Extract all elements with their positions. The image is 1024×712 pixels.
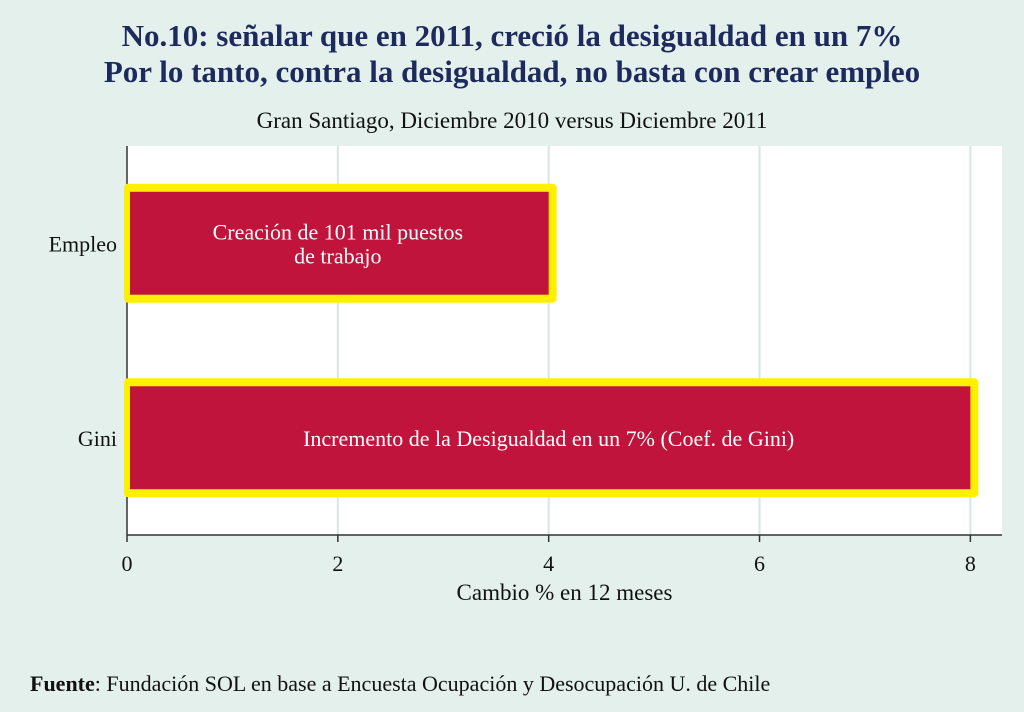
x-tick-label: 0 [122, 551, 133, 576]
y-category-label: Empleo [49, 231, 117, 256]
chart-title: No.10: señalar que en 2011, creció la de… [0, 18, 1024, 90]
bar-data-label: de trabajo [294, 243, 381, 268]
x-tick-label: 4 [543, 551, 554, 576]
bar-data-label: Creación de 101 mil puestos [213, 219, 464, 244]
x-tick-label: 6 [754, 551, 765, 576]
bar [130, 191, 549, 295]
source-text: : Fundación SOL en base a Encuesta Ocupa… [94, 671, 771, 696]
source-label: Fuente [30, 671, 95, 696]
x-tick-label: 2 [332, 551, 343, 576]
source-note: Fuente: Fundación SOL en base a Encuesta… [30, 671, 770, 697]
title-line-2: Por lo tanto, contra la desigualdad, no … [103, 54, 921, 89]
x-axis-title: Cambio % en 12 meses [457, 580, 673, 605]
x-tick-label: 8 [965, 551, 976, 576]
chart-subtitle: Gran Santiago, Diciembre 2010 versus Dic… [256, 108, 768, 133]
bar [130, 386, 971, 490]
bar-data-label: Incremento de la Desigualdad en un 7% (C… [303, 426, 794, 451]
title-line-1: No.10: señalar que en 2011, creció la de… [121, 18, 903, 53]
y-category-label: Gini [78, 426, 117, 451]
